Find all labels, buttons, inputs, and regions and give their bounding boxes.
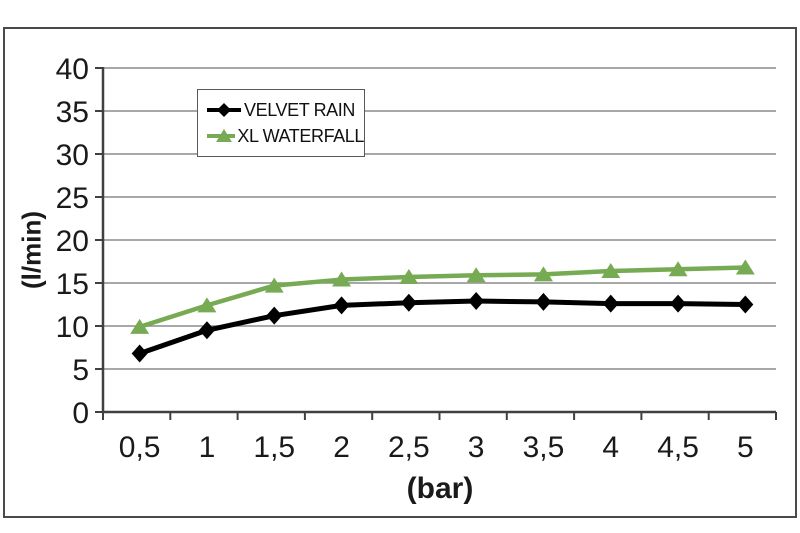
y-tick-label: 25 (56, 182, 89, 215)
data-point-marker (670, 294, 687, 313)
legend-item-xl-waterfall: XL WATERFALL (206, 126, 364, 147)
y-axis-title: (l/min) (16, 211, 47, 289)
series-line (138, 265, 746, 330)
x-ticks: 0,5 1 1,5 2 2,5 3 3,5 4 4,5 5 (102, 412, 777, 464)
y-tick-label: 35 (56, 96, 89, 129)
data-point-marker (737, 295, 754, 314)
legend-item-velvet-rain: VELVET RAIN (206, 100, 364, 121)
y-ticks: 0 5 10 15 20 25 30 35 40 (56, 53, 103, 430)
x-tick-label: 1 (199, 431, 216, 464)
data-point-marker (131, 344, 148, 363)
series-xl-waterfall (130, 259, 755, 334)
x-tick-label: 5 (737, 431, 754, 464)
data-point-marker (266, 306, 283, 325)
data-point-marker (332, 271, 352, 287)
y-tick-label: 20 (56, 225, 89, 258)
x-tick-label: 3,5 (523, 431, 565, 464)
data-point-marker (533, 266, 553, 282)
series-velvet-rain (131, 292, 754, 363)
data-point-marker (399, 268, 419, 284)
data-point-marker (130, 318, 150, 334)
x-axis-title: (bar) (406, 472, 474, 505)
x-tick-label: 4 (602, 431, 619, 464)
x-tick-label: 2,5 (388, 431, 430, 464)
y-tick-label: 40 (56, 53, 89, 86)
data-point-marker (601, 262, 621, 278)
data-point-marker (333, 296, 350, 315)
x-tick-label: 0,5 (119, 431, 161, 464)
x-tick-label: 1,5 (253, 431, 295, 464)
y-tick-label: 15 (56, 268, 89, 301)
data-point-marker (668, 261, 688, 277)
line-plot-canvas: 0 5 10 15 20 25 30 35 40 0,5 1 1,5 2 2,5 3 3,5 4 4,5 5 (56, 53, 777, 464)
y-tick-label: 5 (72, 354, 89, 387)
velvet-rain-line-marker-icon (207, 103, 241, 117)
data-point-marker (264, 277, 284, 293)
chart-frame: 0 5 10 15 20 25 30 35 40 0,5 1 1,5 2 2,5 3 3,5 4 4,5 5 (l/… (3, 27, 797, 518)
legend: VELVET RAIN XL WATERFALL (197, 89, 365, 157)
series-line (138, 298, 746, 356)
y-tick-label: 10 (56, 311, 89, 344)
data-point-marker (198, 321, 215, 340)
data-point-marker (400, 293, 417, 312)
x-tick-label: 3 (468, 431, 485, 464)
data-point-marker (602, 294, 619, 313)
xl-waterfall-line-marker-icon (207, 129, 236, 142)
legend-label-xl-waterfall: XL WATERFALL (237, 125, 364, 146)
data-point-marker (535, 292, 552, 311)
data-point-marker (466, 267, 486, 283)
y-tick-label: 0 (72, 397, 89, 430)
data-point-marker (197, 297, 217, 313)
x-tick-label: 4,5 (657, 431, 699, 464)
legend-label-velvet-rain: VELVET RAIN (244, 99, 355, 120)
data-point-marker (735, 259, 755, 275)
y-tick-label: 30 (56, 139, 89, 172)
data-point-marker (468, 292, 485, 311)
x-tick-label: 2 (333, 431, 350, 464)
